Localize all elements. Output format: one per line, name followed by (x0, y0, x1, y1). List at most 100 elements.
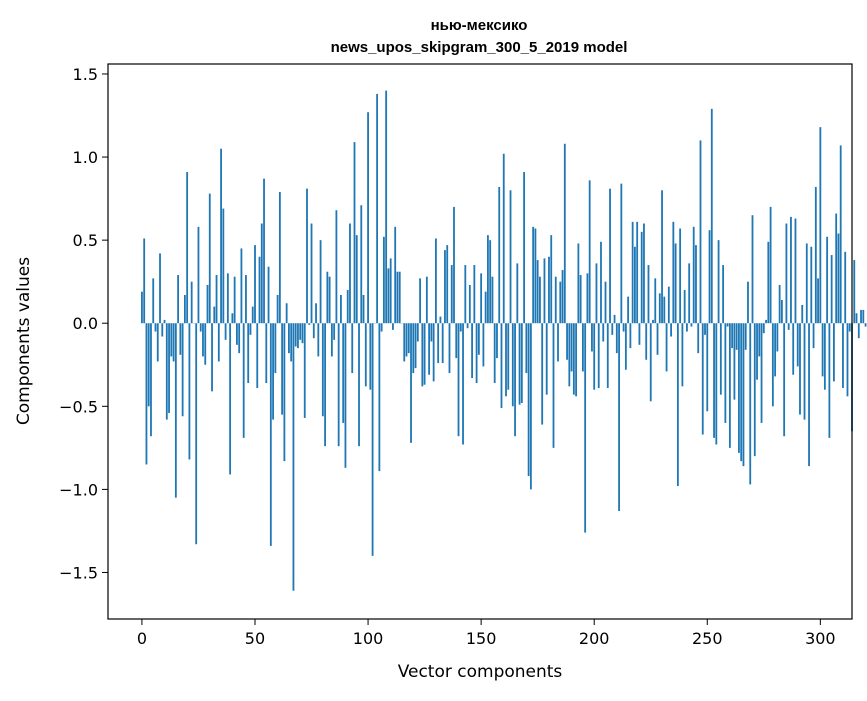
bar (605, 282, 607, 324)
bar (324, 323, 326, 446)
bar (645, 323, 647, 360)
bar (797, 323, 799, 366)
bar (657, 323, 659, 355)
bar (435, 238, 437, 323)
bar (141, 292, 143, 324)
bar (643, 224, 645, 324)
bar (505, 323, 507, 396)
bar (272, 323, 274, 419)
bar (444, 250, 446, 323)
bar (421, 323, 423, 386)
bar (774, 323, 776, 376)
bar (166, 323, 168, 419)
bar (297, 323, 299, 348)
bar (322, 323, 324, 416)
bar (428, 323, 430, 375)
bar (308, 323, 310, 325)
bar (231, 313, 233, 323)
bar (326, 272, 328, 324)
bar (259, 257, 261, 323)
bar (842, 323, 844, 388)
bar (417, 323, 419, 341)
bar (415, 323, 417, 368)
bar (749, 323, 751, 484)
bar (537, 260, 539, 323)
bar (756, 323, 758, 380)
bar (424, 323, 426, 384)
bar (261, 224, 263, 324)
bar (489, 240, 491, 323)
bar (408, 323, 410, 353)
bar (293, 323, 295, 591)
bar (179, 323, 181, 355)
bar (790, 217, 792, 323)
bar (860, 310, 862, 323)
bar (157, 323, 159, 361)
y-tick-label: −0.5 (59, 397, 98, 416)
bar (575, 323, 577, 396)
bar (241, 248, 243, 323)
bar (487, 235, 489, 323)
bar (354, 142, 356, 323)
bar (367, 112, 369, 323)
bar (399, 272, 401, 324)
bar (856, 313, 858, 323)
bar (446, 245, 448, 323)
bar (779, 285, 781, 323)
bar (229, 323, 231, 474)
bar (365, 323, 367, 386)
bar (256, 323, 258, 388)
bar (525, 323, 527, 373)
bar (146, 323, 148, 464)
bar (507, 323, 509, 389)
bar (433, 323, 435, 381)
bar (745, 323, 747, 350)
bar (164, 320, 166, 323)
bar (722, 265, 724, 323)
bar (826, 237, 828, 323)
bar (808, 323, 810, 466)
bar (202, 323, 204, 356)
y-tick-label: 1.5 (73, 65, 98, 84)
bar (783, 323, 785, 436)
bar (738, 323, 740, 453)
bar (222, 209, 224, 324)
bar (274, 323, 276, 373)
bar (847, 323, 849, 396)
bar (706, 323, 708, 411)
y-tick-label: −1.0 (59, 480, 98, 499)
bar (277, 295, 279, 323)
bar (684, 290, 686, 323)
bar (503, 154, 505, 323)
bar (426, 277, 428, 324)
bar (288, 323, 290, 353)
bar (686, 323, 688, 331)
bar (304, 323, 306, 418)
bar (548, 257, 550, 323)
bar (573, 323, 575, 394)
bar (736, 323, 738, 350)
bar (388, 268, 390, 323)
bar (252, 307, 254, 324)
bar (801, 305, 803, 323)
bar (743, 323, 745, 466)
bar (209, 194, 211, 324)
bar (311, 224, 313, 324)
bar (225, 323, 227, 340)
bar (458, 323, 460, 436)
bar (715, 323, 717, 444)
bar (817, 278, 819, 323)
bar (758, 323, 760, 356)
bar (786, 224, 788, 324)
bar (412, 323, 414, 373)
bar (467, 323, 469, 328)
bar (754, 323, 756, 456)
bar (677, 323, 679, 486)
bar (577, 243, 579, 323)
bar (670, 323, 672, 336)
bar (625, 323, 627, 370)
bar (844, 252, 846, 323)
bar (770, 207, 772, 323)
bar (620, 184, 622, 324)
